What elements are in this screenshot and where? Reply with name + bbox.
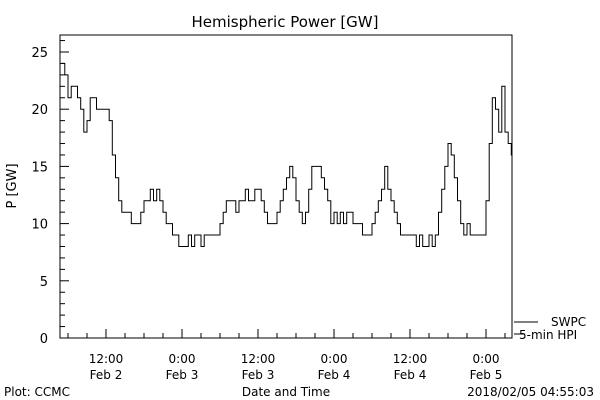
x-tick-date-label: Feb 3 <box>166 368 199 382</box>
y-axis-label: P [GW] <box>5 163 20 208</box>
y-tick-label: 20 <box>31 103 48 118</box>
series-line-5-min-hpi <box>61 62 513 247</box>
chart-title: Hemispheric Power [GW] <box>192 13 379 31</box>
x-axis-label: Date and Time <box>242 385 330 399</box>
x-tick-time-label: 0:00 <box>169 352 196 366</box>
y-tick-label: 10 <box>31 218 48 233</box>
legend-label-5-min-hpi: 5-min HPI <box>519 328 577 342</box>
x-tick-date-label: Feb 4 <box>394 368 427 382</box>
x-tick-time-label: 12:00 <box>393 352 428 366</box>
legend-label-swpc: SWPC <box>551 315 586 329</box>
x-tick-date-label: Feb 3 <box>242 368 275 382</box>
y-axis: 0 5 10 15 20 25 <box>31 40 69 347</box>
x-tick-time-label: 12:00 <box>241 352 276 366</box>
footer-timestamp: 2018/02/05 04:55:03 <box>467 385 594 399</box>
x-tick-date-label: Feb 5 <box>470 368 503 382</box>
footer-credit: Plot: CCMC <box>4 385 70 399</box>
x-axis: 12:00 Feb 2 0:00 Feb 3 12:00 Feb 3 0:00 Feb 4 12… <box>67 329 506 382</box>
y-tick-label: 25 <box>31 46 48 61</box>
y-tick-label: 0 <box>40 332 48 347</box>
y-tick-label: 5 <box>40 275 48 290</box>
plot-frame <box>59 34 513 339</box>
x-tick-time-label: 12:00 <box>89 352 124 366</box>
x-tick-time-label: 0:00 <box>321 352 348 366</box>
x-tick-date-label: Feb 2 <box>90 368 123 382</box>
y-tick-label: 15 <box>31 160 48 175</box>
legend: SWPC 5-min HPI <box>514 315 586 342</box>
x-tick-time-label: 0:00 <box>473 352 500 366</box>
x-tick-date-label: Feb 4 <box>318 368 351 382</box>
